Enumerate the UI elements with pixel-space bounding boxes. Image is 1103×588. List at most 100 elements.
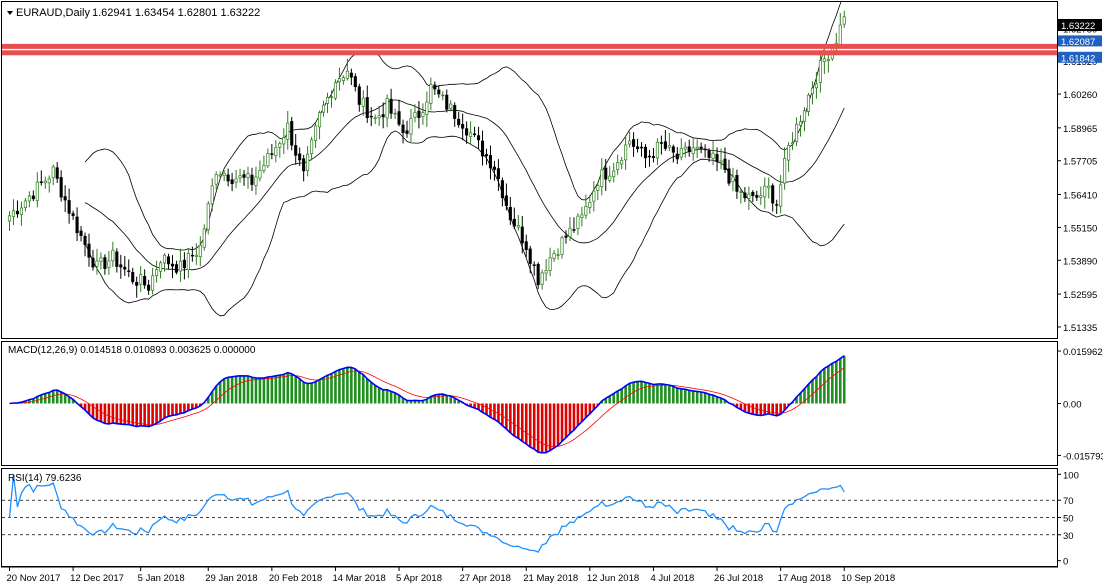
candle-body <box>568 227 572 238</box>
macd-histogram-bar <box>624 385 627 404</box>
candle-body <box>11 210 16 217</box>
macd-histogram-bar <box>155 403 158 424</box>
macd-histogram-bar <box>254 377 258 404</box>
candle-body <box>250 174 254 185</box>
candle <box>643 144 648 169</box>
macd-histogram-bar <box>238 375 242 404</box>
price-panel <box>1 1 1058 339</box>
candle <box>707 148 711 162</box>
candle-body <box>337 78 341 83</box>
macd-line <box>9 355 845 454</box>
macd-histogram-bar <box>453 398 456 404</box>
macd-histogram-bar <box>377 387 381 404</box>
candle <box>55 162 59 183</box>
candle-body <box>310 139 314 155</box>
candle-body <box>143 276 147 286</box>
macd-histogram-bar <box>632 382 635 404</box>
candle <box>731 167 735 192</box>
macd-histogram-bar <box>55 390 59 404</box>
candle <box>759 186 763 205</box>
macd-histogram-bar <box>195 403 198 408</box>
candle-body <box>719 160 723 163</box>
candle <box>214 171 218 190</box>
time-axis-label: 12 Dec 2017 <box>70 573 124 584</box>
macd-histogram-bar <box>779 403 782 415</box>
macd-histogram-bar <box>548 403 552 451</box>
candle <box>333 79 338 101</box>
macd-histogram-bar <box>338 369 341 404</box>
candle-body <box>421 112 425 117</box>
macd-histogram-bar <box>191 403 194 410</box>
macd-histogram-bar <box>564 403 568 438</box>
macd-histogram-bar <box>87 403 91 414</box>
candle-body <box>353 76 357 88</box>
candle-body <box>170 263 175 267</box>
candle-body <box>333 82 338 99</box>
candle <box>11 199 16 225</box>
macd-histogram-bar <box>282 374 286 404</box>
candle-body <box>246 173 250 178</box>
candle-body <box>751 191 755 196</box>
candle <box>67 188 71 224</box>
candle <box>806 92 811 117</box>
macd-histogram-bar <box>703 392 707 404</box>
macd-histogram-bar <box>759 403 763 416</box>
candle <box>87 233 91 267</box>
candle-body <box>39 181 43 184</box>
candle <box>147 279 151 295</box>
candle <box>250 167 254 191</box>
macd-histogram-bar <box>524 403 528 445</box>
candle-body <box>214 174 218 185</box>
candle-body <box>580 214 584 218</box>
macd-histogram-bar <box>71 399 75 404</box>
candle <box>254 166 258 195</box>
candle <box>99 252 103 270</box>
candle-body <box>341 77 345 82</box>
candle <box>107 251 111 275</box>
candle-body <box>139 274 143 285</box>
macd-histogram-bar <box>234 376 238 404</box>
candle <box>131 267 135 285</box>
candle-body <box>282 137 286 145</box>
macd-histogram-bar <box>59 391 63 404</box>
macd-histogram-bar <box>230 376 234 404</box>
candle-body <box>457 118 461 126</box>
candle <box>504 183 508 211</box>
macd-histogram-bar <box>397 395 401 404</box>
macd-histogram-bar <box>556 403 560 446</box>
candle <box>421 103 425 125</box>
candle-body <box>727 168 731 184</box>
macd-histogram-bar <box>604 398 608 404</box>
candle-body <box>417 110 421 118</box>
candle-body <box>95 260 99 267</box>
macd-histogram-bar <box>827 366 830 404</box>
macd-histogram-bar <box>274 375 278 404</box>
candle-body <box>15 210 20 215</box>
macd-plot <box>9 355 846 454</box>
resistance-line <box>2 43 1057 49</box>
candle <box>794 117 799 147</box>
candle <box>747 186 751 210</box>
candle-body <box>715 154 719 162</box>
macd-histogram-bar <box>532 403 536 450</box>
candle-body <box>731 176 735 183</box>
rsi-axis-label: 0 <box>1063 557 1068 568</box>
candle-body <box>178 260 182 272</box>
macd-histogram-bar <box>131 403 135 426</box>
candle <box>186 248 190 279</box>
chevron-down-icon[interactable] <box>7 11 13 15</box>
candle-body <box>632 139 636 147</box>
candle <box>469 121 473 145</box>
macd-histogram-bar <box>314 381 317 404</box>
macd-histogram-bar <box>517 403 520 439</box>
candle <box>337 67 341 91</box>
candle-body <box>624 144 628 161</box>
candle-body <box>306 153 310 171</box>
candle <box>258 160 262 182</box>
candle-body <box>794 123 799 143</box>
candle <box>190 246 194 262</box>
macd-histogram-bar <box>326 375 329 404</box>
candle-body <box>75 216 79 234</box>
candle-body <box>103 257 107 269</box>
